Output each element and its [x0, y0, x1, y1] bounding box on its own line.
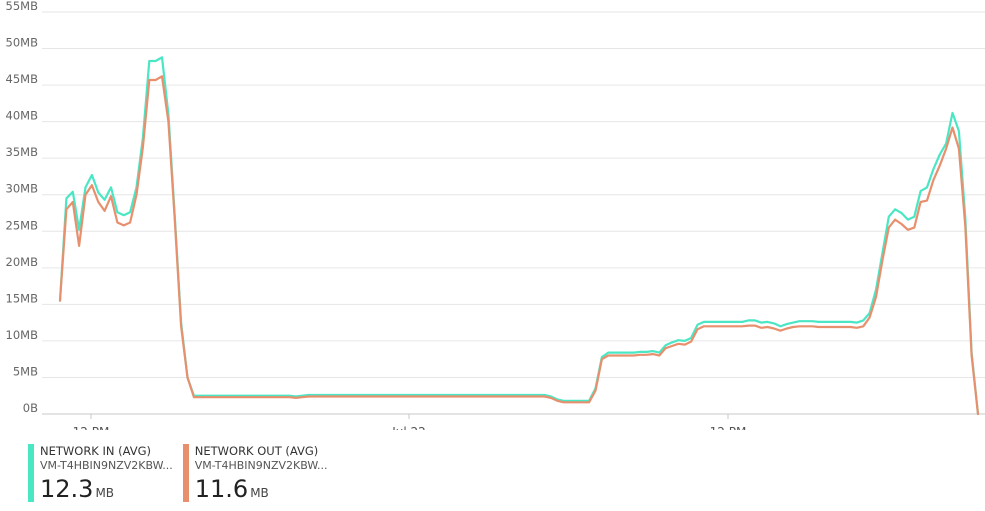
- legend-resource-name: VM-T4HBIN9NZV2KBW...: [194, 459, 328, 472]
- y-tick-label: 20MB: [6, 255, 39, 269]
- legend-item-network-out[interactable]: NETWORK OUT (AVG) VM-T4HBIN9NZV2KBW... 1…: [182, 444, 328, 508]
- x-tick-label: 12 PM: [73, 425, 110, 430]
- legend-swatch-network-in: [28, 444, 34, 502]
- legend-summary-unit: MB: [95, 486, 115, 500]
- y-tick-label: 5MB: [13, 364, 38, 378]
- y-axis-ticks: 0B 5MB 10MB 15MB 20MB 25MB 30MB 35MB 40MB 45MB 50M…: [6, 0, 39, 415]
- legend-series-name: NETWORK IN (AVG): [40, 444, 152, 458]
- y-tick-label: 40MB: [6, 109, 39, 123]
- legend-summary-unit: MB: [250, 486, 269, 500]
- legend-resource-name: VM-T4HBIN9NZV2KBW...: [40, 459, 173, 472]
- series-line-network-out: [58, 75, 980, 416]
- network-chart: 0B 5MB 10MB 15MB 20MB 25MB 30MB 35MB 40MB 45MB 50M…: [6, 0, 985, 430]
- legend-summary-value: 11.6: [194, 475, 249, 503]
- y-tick-label: 25MB: [6, 218, 39, 232]
- y-tick-label: 0B: [23, 401, 38, 415]
- y-tick-label: 55MB: [6, 0, 39, 13]
- series-line-network-in: [58, 56, 980, 416]
- legend-summary-value: 12.3: [40, 475, 94, 503]
- legend-series-name: NETWORK OUT (AVG): [194, 444, 319, 458]
- y-tick-label: 30MB: [6, 182, 39, 196]
- y-tick-label: 50MB: [6, 36, 39, 50]
- y-tick-label: 35MB: [6, 145, 39, 159]
- legend-swatch-network-out: [182, 444, 189, 502]
- y-tick-label: 15MB: [6, 291, 39, 305]
- series-lines: [58, 56, 980, 416]
- legend-item-network-in[interactable]: NETWORK IN (AVG) VM-T4HBIN9NZV2KBW... 12…: [28, 444, 173, 508]
- x-axis-ticks: 12 PM Jul 22 12 PM: [73, 414, 747, 430]
- chart-gridlines: [42, 11, 985, 415]
- y-tick-label: 10MB: [6, 328, 39, 342]
- x-tick-label: 12 PM: [710, 425, 747, 430]
- chart-legend: NETWORK IN (AVG) VM-T4HBIN9NZV2KBW... 12…: [28, 444, 328, 508]
- y-tick-label: 45MB: [6, 72, 39, 86]
- x-tick-label: Jul 22: [391, 425, 426, 430]
